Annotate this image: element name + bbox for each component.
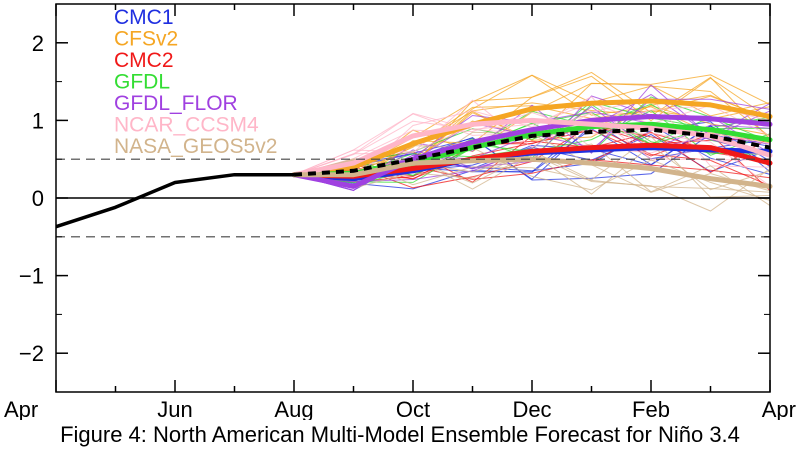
- ensemble-member-ncar-ccsm4: [293, 111, 771, 187]
- x-tick-label: Jun: [157, 397, 192, 420]
- ensemble-member-cfsv2: [293, 76, 771, 176]
- x-tick-label: Feb: [632, 397, 670, 420]
- x-tick-label: Apr: [762, 397, 796, 420]
- nino34-forecast-chart: −2 −1 0 1 2 Apr Jun Aug Oct Dec Feb Apr CMC1CFSv2CM…: [4, 3, 796, 420]
- legend-entry-cfsv2: CFSv2: [114, 28, 178, 51]
- x-tick-label: Dec: [512, 397, 551, 420]
- x-tick-label: Oct: [396, 397, 430, 420]
- y-tick-label: 1: [32, 108, 44, 133]
- legend-entry-nasa-geos5v2: NASA_GEOS5v2: [114, 135, 277, 158]
- observed-line-group: [55, 127, 771, 229]
- legend-entry-cmc1: CMC1: [114, 6, 174, 29]
- figure-caption: Figure 4: North American Multi-Model Ens…: [60, 422, 740, 447]
- legend-entry-gfdl: GFDL: [114, 71, 170, 94]
- y-tick-label: −1: [19, 264, 44, 289]
- legend-entry-cmc2: CMC2: [114, 49, 174, 72]
- x-tick-label: Apr: [4, 397, 38, 420]
- y-tick-label: 2: [32, 31, 44, 56]
- ensemble-mean-line: [293, 127, 771, 177]
- series-line-ncar-ccsm4: [291, 117, 773, 178]
- x-tick-label: Aug: [274, 397, 313, 420]
- series-line-nasa-geos5v2: [291, 156, 773, 189]
- axes: −2 −1 0 1 2 Apr Jun Aug Oct Dec Feb Apr: [4, 3, 796, 420]
- series-line-cmc2: [291, 142, 773, 179]
- legend: CMC1CFSv2CMC2GFDLGFDL_FLORNCAR_CCSM4NASA…: [114, 6, 277, 158]
- legend-entry-ncar-ccsm4: NCAR_CCSM4: [114, 114, 259, 137]
- ensemble-member-ncar-ccsm4: [293, 102, 771, 176]
- reference-lines: [56, 158, 770, 238]
- y-tick-label: −2: [19, 341, 44, 366]
- y-tick-label: 0: [32, 186, 44, 211]
- observed-line: [55, 172, 294, 229]
- series-line-gfdl-flor: [291, 114, 773, 189]
- legend-entry-gfdl-flor: GFDL_FLOR: [114, 92, 238, 115]
